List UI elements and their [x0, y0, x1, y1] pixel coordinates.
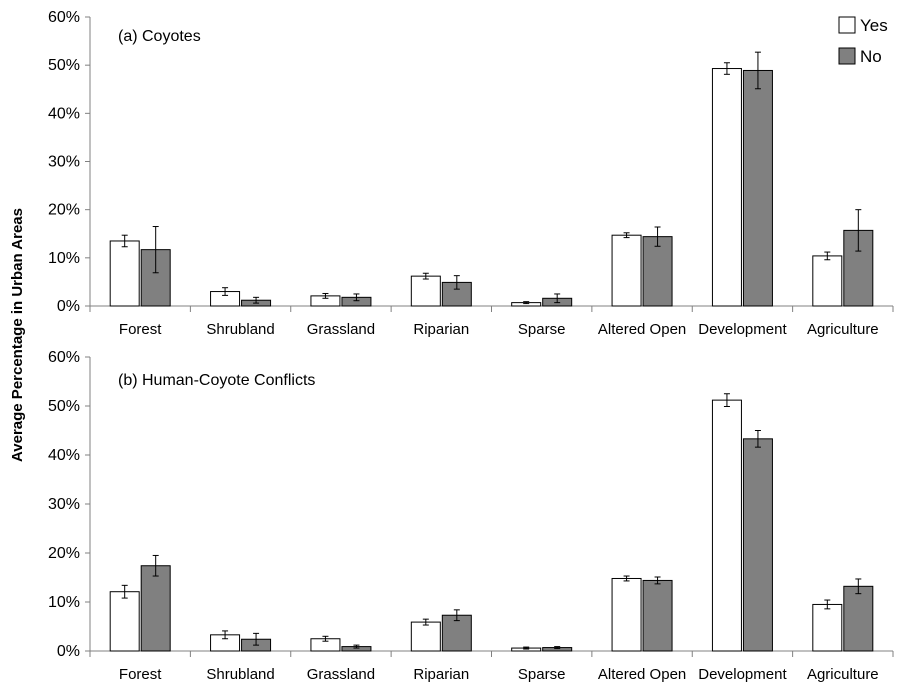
bar-yes-forest: [109, 240, 140, 307]
bar-yes-agriculture: [812, 255, 843, 307]
x-tick-label: Agriculture: [807, 321, 879, 338]
x-tick-label: Forest: [119, 321, 162, 338]
legend-label-yes: Yes: [860, 16, 888, 35]
y-tick-label: 30%: [48, 496, 80, 513]
x-tick-label: Shrubland: [206, 666, 274, 683]
y-tick-label: 10%: [48, 250, 80, 267]
bar-no-riparian: [441, 614, 472, 652]
bar-no-agriculture: [843, 585, 874, 652]
x-tick-label: Grassland: [307, 321, 375, 338]
x-tick-label: Riparian: [413, 666, 469, 683]
y-axis-label: Average Percentage in Urban Areas: [9, 208, 26, 462]
x-tick-label: Sparse: [518, 666, 566, 683]
y-tick-label: 60%: [48, 9, 80, 26]
panels: 0% 10% 20% 30% 40% 50% 60% Forest Shrubland Grass…: [48, 9, 894, 683]
y-tick-label: 0%: [57, 298, 80, 315]
bar-no-altered-open: [642, 579, 673, 652]
x-tick-label: Development: [698, 321, 787, 338]
x-tick-label: Altered Open: [598, 321, 686, 338]
y-tick-label: 40%: [48, 447, 80, 464]
y-tick-label: 50%: [48, 57, 80, 74]
x-tick-label: Altered Open: [598, 666, 686, 683]
chart-panel-a: 0% 10% 20% 30% 40% 50% 60% Forest Shrubland Grass…: [48, 9, 894, 338]
legend-swatch-yes: [838, 16, 856, 34]
bar-no-development: [742, 69, 773, 307]
x-tick-label: Development: [698, 666, 787, 683]
bar-yes-development: [711, 399, 742, 652]
bar-yes-altered-open: [611, 577, 642, 652]
panel-title: (b) Human-Coyote Conflicts: [118, 372, 315, 389]
bar-no-altered-open: [642, 236, 673, 307]
bar-yes-riparian: [410, 275, 441, 307]
legend: Yes No: [838, 16, 888, 66]
bar-no-development: [742, 438, 773, 652]
x-tick-label: Grassland: [307, 666, 375, 683]
y-tick-label: 20%: [48, 545, 80, 562]
y-tick-label: 40%: [48, 105, 80, 122]
legend-swatch-no: [838, 47, 856, 65]
legend-label-no: No: [860, 47, 882, 66]
y-tick-label: 20%: [48, 202, 80, 219]
x-tick-label: Sparse: [518, 321, 566, 338]
bar-yes-altered-open: [611, 234, 642, 307]
bar-yes-forest: [109, 591, 140, 652]
y-tick-label: 30%: [48, 154, 80, 171]
panel-title: (a) Coyotes: [118, 28, 201, 45]
x-tick-label: Agriculture: [807, 666, 879, 683]
y-tick-label: 50%: [48, 398, 80, 415]
x-tick-label: Forest: [119, 666, 162, 683]
bar-yes-development: [711, 68, 742, 307]
bar-yes-agriculture: [812, 603, 843, 652]
bar-no-forest: [140, 565, 171, 652]
bar-yes-riparian: [410, 621, 441, 652]
y-tick-label: 10%: [48, 594, 80, 611]
x-tick-label: Riparian: [413, 321, 469, 338]
x-tick-label: Shrubland: [206, 321, 274, 338]
y-tick-label: 60%: [48, 349, 80, 366]
chart-panel-b: 0% 10% 20% 30% 40% 50% 60% Forest Shrubland Grass…: [48, 349, 894, 683]
y-tick-label: 0%: [57, 643, 80, 660]
